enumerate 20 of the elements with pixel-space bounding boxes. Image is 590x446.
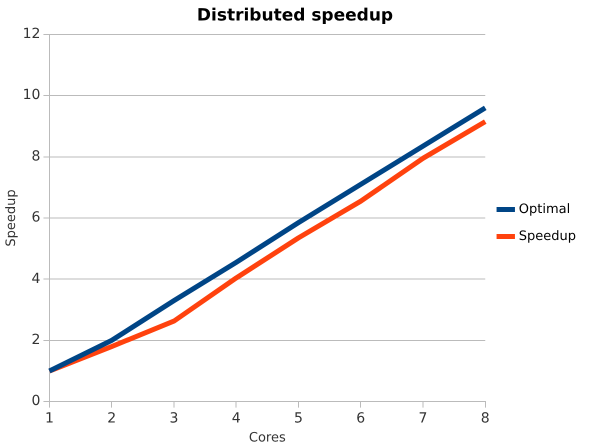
y-tick-label: 8 <box>31 148 40 164</box>
x-tick-label: 2 <box>107 410 116 427</box>
y-tick-label: 6 <box>31 210 40 226</box>
chart-title: Distributed speedup <box>196 6 394 26</box>
y-axis-title: Speedup <box>4 189 20 247</box>
x-tick-label: 3 <box>169 410 178 427</box>
legend-label: Optimal <box>518 202 570 217</box>
x-tick-label: 4 <box>232 410 241 427</box>
x-tick-label: 6 <box>356 410 366 427</box>
legend-label: Speedup <box>518 228 576 244</box>
y-tick-label: 10 <box>22 87 40 104</box>
x-tick-label: 5 <box>294 410 303 427</box>
y-tick-label: 12 <box>22 26 40 42</box>
x-tick-label: 8 <box>480 410 490 427</box>
y-tick-label: 4 <box>31 270 40 287</box>
y-tick-label: 0 <box>31 393 40 410</box>
x-axis-title: Cores <box>248 430 286 446</box>
y-tick-label: 2 <box>31 332 40 348</box>
x-tick-label: 7 <box>418 410 428 427</box>
x-tick-label: 1 <box>44 410 54 427</box>
